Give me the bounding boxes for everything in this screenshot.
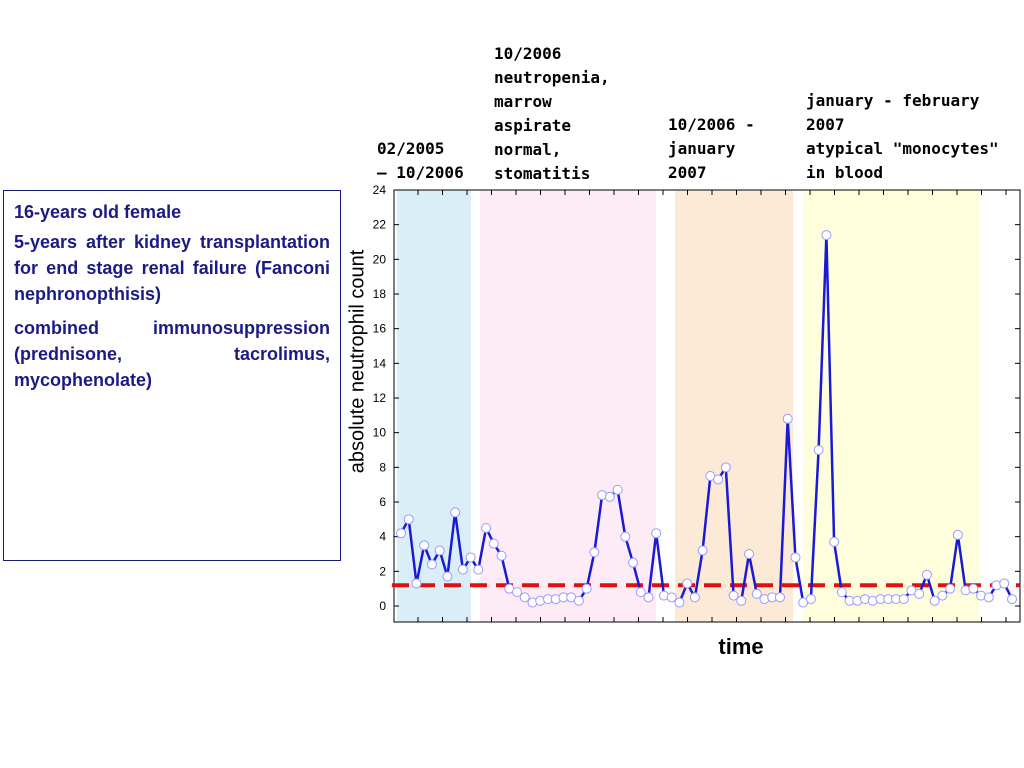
data-point xyxy=(442,571,453,582)
data-point xyxy=(643,592,654,603)
data-point xyxy=(782,413,793,424)
y-tick-label: 0 xyxy=(379,599,386,613)
data-point xyxy=(805,594,816,605)
data-point xyxy=(628,557,639,568)
y-tick-label: 16 xyxy=(373,322,387,336)
data-point xyxy=(666,592,677,603)
phase-label-2: 10/2006 neutropenia, marrow aspirate nor… xyxy=(494,44,610,183)
data-point xyxy=(697,545,708,556)
data-point xyxy=(728,590,739,601)
data-point xyxy=(720,462,731,473)
phase-band xyxy=(803,190,979,622)
data-point xyxy=(481,523,492,533)
data-point xyxy=(488,538,499,549)
data-point xyxy=(968,583,979,594)
y-axis-label: absolute neutrophil count xyxy=(346,249,369,474)
data-point xyxy=(999,578,1010,589)
data-point xyxy=(635,587,646,598)
data-point xyxy=(434,545,445,556)
phase-label-1: 02/2005 – 10/2006 xyxy=(377,139,464,182)
data-point xyxy=(921,569,932,580)
y-tick-label: 4 xyxy=(379,530,386,544)
data-point xyxy=(821,230,832,241)
data-point xyxy=(465,552,476,563)
data-point xyxy=(396,528,406,539)
data-point xyxy=(983,592,994,603)
data-point xyxy=(790,552,801,563)
y-tick-label: 22 xyxy=(373,218,387,232)
case-line-transplant: 5-years after kidney transplantation for… xyxy=(14,232,330,304)
data-point xyxy=(581,583,592,594)
y-tick-label: 24 xyxy=(373,183,387,197)
data-point xyxy=(612,484,623,495)
data-point xyxy=(829,536,840,547)
data-point xyxy=(774,592,785,603)
y-tick-label: 2 xyxy=(379,564,386,578)
data-point xyxy=(937,590,948,601)
data-point xyxy=(1007,594,1017,605)
data-point xyxy=(573,595,584,606)
phase-label-4: january - february 2007 atypical "monocy… xyxy=(806,91,999,182)
data-point xyxy=(945,583,956,594)
y-tick-label: 6 xyxy=(379,495,386,509)
y-tick-label: 12 xyxy=(373,391,387,405)
y-tick-label: 14 xyxy=(373,356,387,370)
data-point xyxy=(604,491,615,502)
data-point xyxy=(713,474,724,485)
case-line-patient: 16-years old female xyxy=(14,202,182,222)
phase-band xyxy=(675,190,793,622)
phase-band xyxy=(480,190,656,622)
data-point xyxy=(473,564,484,575)
y-tick-label: 8 xyxy=(379,460,386,474)
phase-band xyxy=(397,190,471,622)
data-point xyxy=(411,578,422,589)
data-point xyxy=(457,564,468,575)
data-point xyxy=(929,595,940,606)
data-point xyxy=(914,588,925,599)
data-point xyxy=(689,592,700,603)
data-point xyxy=(682,578,693,589)
data-point xyxy=(836,587,847,598)
case-line-immunosuppression: combined immunosuppression (prednisone, … xyxy=(14,318,330,390)
data-point xyxy=(744,549,755,559)
data-point xyxy=(419,540,430,551)
data-point xyxy=(519,592,530,603)
data-point xyxy=(651,528,662,539)
data-point xyxy=(450,507,461,518)
plot-frame xyxy=(393,189,1021,623)
y-tick-label: 20 xyxy=(373,252,387,266)
data-point xyxy=(736,595,747,606)
y-tick-label: 18 xyxy=(373,287,387,301)
x-axis-label: time xyxy=(718,634,764,659)
data-point xyxy=(512,587,523,598)
data-point xyxy=(620,531,631,542)
data-point xyxy=(674,597,685,608)
data-point xyxy=(496,550,507,561)
data-point xyxy=(426,559,437,570)
data-point xyxy=(952,529,963,540)
data-point xyxy=(589,547,600,558)
y-tick-label: 10 xyxy=(373,426,387,440)
data-point xyxy=(403,514,414,525)
data-point xyxy=(898,594,909,605)
phase-label-3: 10/2006 - january 2007 xyxy=(668,115,755,182)
case-description-box: 16-years old female 5-years after kidney… xyxy=(3,190,341,561)
data-point xyxy=(813,445,824,455)
data-point xyxy=(751,588,762,599)
